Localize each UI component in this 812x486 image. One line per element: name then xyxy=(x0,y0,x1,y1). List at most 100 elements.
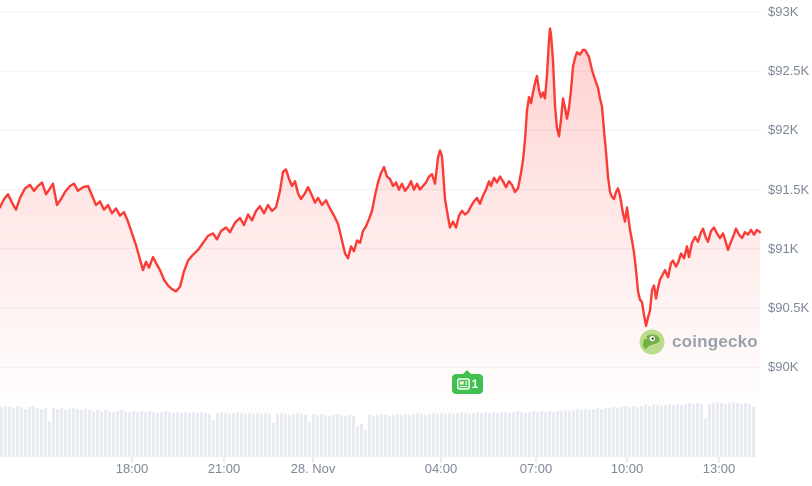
volume-bar xyxy=(64,410,67,457)
volume-bar xyxy=(208,414,211,457)
volume-bar xyxy=(4,406,7,457)
volume-bar xyxy=(744,403,747,457)
volume-bar xyxy=(468,414,471,457)
volume-bar xyxy=(736,403,739,457)
price-line xyxy=(0,27,762,327)
volume-bar xyxy=(184,412,187,457)
coingecko-watermark[interactable]: coingecko xyxy=(639,329,758,355)
volume-bar xyxy=(508,413,511,457)
volume-bar xyxy=(348,415,351,457)
volume-bar xyxy=(384,415,387,457)
volume-bar xyxy=(232,413,235,457)
volume-bar xyxy=(336,414,339,457)
x-axis-label: 13:00 xyxy=(702,461,736,476)
volume-bar xyxy=(696,403,699,457)
volume-bar xyxy=(284,414,287,457)
volume-bar xyxy=(660,406,663,457)
volume-bar xyxy=(44,408,47,457)
y-axis-label: $92K xyxy=(768,122,799,138)
volume-bar xyxy=(648,406,651,457)
volume-bar xyxy=(328,416,331,457)
volume-bar xyxy=(656,405,659,457)
volume-bar xyxy=(264,413,267,457)
volume-bar xyxy=(676,404,679,457)
volume-bar xyxy=(80,410,83,457)
volume-bar xyxy=(116,411,119,457)
volume-bar xyxy=(16,406,19,457)
volume-bar xyxy=(60,408,63,457)
volume-bar xyxy=(320,414,323,457)
volume-bar xyxy=(152,412,155,457)
volume-bar xyxy=(596,408,599,457)
watermark-text: coingecko xyxy=(672,332,758,351)
volume-bar xyxy=(644,405,647,457)
volume-bar xyxy=(12,408,15,457)
volume-bar xyxy=(640,406,643,457)
price-area-fill xyxy=(0,28,760,400)
volume-bar xyxy=(368,415,371,457)
volume-bar xyxy=(672,405,675,457)
volume-bar xyxy=(28,407,31,457)
volume-bar xyxy=(92,411,95,457)
volume-bar xyxy=(216,413,219,457)
volume-bar xyxy=(68,409,71,457)
volume-bar xyxy=(312,414,315,457)
volume-bar xyxy=(440,413,443,457)
volume-bar xyxy=(408,415,411,457)
volume-bar xyxy=(604,408,607,457)
volume-bar xyxy=(276,414,279,457)
volume-bar xyxy=(680,405,683,457)
volume-bar xyxy=(8,407,11,457)
volume-bar xyxy=(600,409,603,457)
y-axis-label: $90.5K xyxy=(768,300,810,315)
volume-bar xyxy=(748,404,751,457)
volume-bar xyxy=(272,423,275,457)
volume-bar xyxy=(20,407,23,457)
volume-bar xyxy=(180,413,183,457)
volume-bar xyxy=(300,414,303,457)
volume-bar xyxy=(192,412,195,457)
volume-bar xyxy=(172,413,175,457)
volume-bar xyxy=(496,413,499,457)
volume-bar xyxy=(308,422,311,457)
volume-bar xyxy=(340,415,343,457)
volume-bar xyxy=(344,416,347,457)
volume-bar xyxy=(580,410,583,457)
volume-bar xyxy=(0,407,3,457)
volume-bar xyxy=(572,410,575,457)
volume-bar xyxy=(364,430,367,457)
volume-bar xyxy=(372,416,375,457)
volume-bar xyxy=(624,406,627,457)
volume-bar xyxy=(100,411,103,457)
volume-bar xyxy=(288,415,291,457)
volume-bar xyxy=(464,413,467,457)
volume-bar xyxy=(632,406,635,457)
volume-bar xyxy=(456,413,459,457)
volume-bar xyxy=(36,408,39,457)
volume-bar xyxy=(360,424,363,457)
volume-bar xyxy=(128,412,131,457)
volume-bar xyxy=(296,413,299,457)
x-axis-label: 21:00 xyxy=(207,461,241,476)
volume-bar xyxy=(704,418,707,457)
volume-bar xyxy=(332,415,335,457)
volume-bar xyxy=(292,414,295,457)
volume-bar xyxy=(108,411,111,457)
volume-bar xyxy=(84,409,87,457)
news-annotation-badge[interactable]: 1 xyxy=(452,370,483,394)
volume-bar xyxy=(40,409,43,457)
volume-bar xyxy=(728,403,731,457)
news-count: 1 xyxy=(471,377,479,391)
x-axis-label: 07:00 xyxy=(519,461,553,476)
news-icon xyxy=(456,378,470,390)
volume-bar xyxy=(388,416,391,457)
volume-bar xyxy=(512,412,515,457)
volume-bar xyxy=(228,414,231,457)
volume-bar xyxy=(488,413,491,457)
x-axis-label: 28. Nov xyxy=(290,461,336,476)
volume-bar xyxy=(452,414,455,457)
volume-bar xyxy=(416,413,419,457)
volume-bar xyxy=(420,414,423,457)
